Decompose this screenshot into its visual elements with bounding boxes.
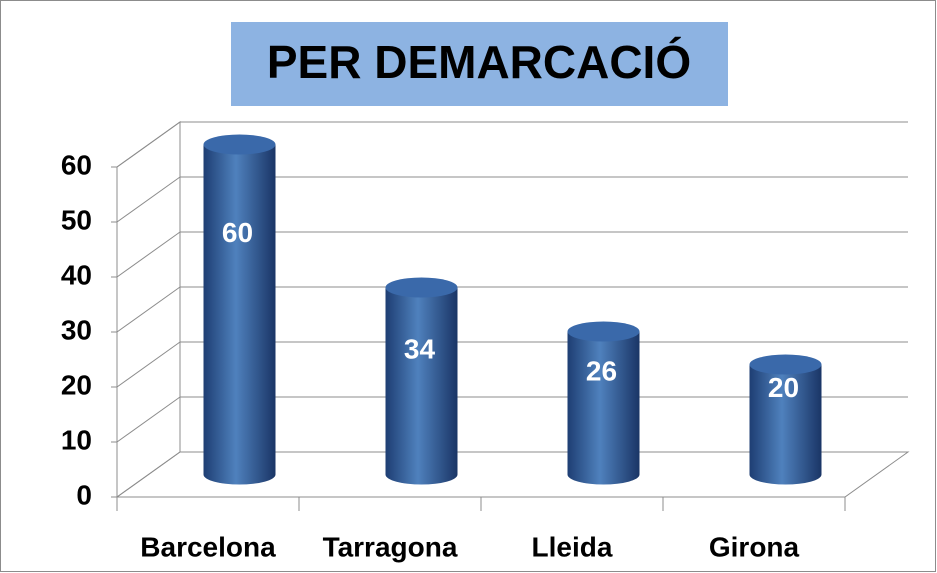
data-label: 26 (586, 355, 617, 386)
bar: 60 (203, 134, 276, 485)
y-tick-label: 0 (76, 479, 92, 510)
grid-line (116, 396, 181, 443)
grid-line (116, 121, 181, 168)
data-label: 34 (404, 333, 436, 364)
bar-body (385, 287, 458, 485)
bar: 34 (385, 277, 458, 485)
bar-body (203, 144, 276, 485)
y-tick-label: 50 (61, 204, 92, 235)
data-label: 20 (768, 372, 799, 403)
y-tick-label: 30 (61, 314, 92, 345)
bar-top (567, 321, 640, 342)
bar-body (567, 331, 640, 485)
x-tick-label: Lleida (532, 531, 613, 562)
data-label: 60 (222, 217, 253, 248)
grid-line (116, 341, 181, 388)
x-tick-label: Tarragona (323, 531, 458, 562)
bar-top (749, 354, 822, 375)
y-tick-label: 40 (61, 259, 92, 290)
x-tick-label: Barcelona (140, 531, 276, 562)
grid-line (116, 451, 181, 498)
grid-line (116, 176, 181, 223)
bar: 20 (749, 354, 822, 485)
chart-title: PER DEMARCACIÓ (267, 36, 691, 88)
bar-body (749, 364, 822, 485)
grid-line (116, 231, 181, 278)
bar-top (203, 134, 276, 155)
bar-top (385, 277, 458, 298)
x-tick-label: Girona (709, 531, 800, 562)
y-tick-label: 10 (61, 424, 92, 455)
bar: 26 (567, 321, 640, 485)
y-tick-label: 60 (61, 149, 92, 180)
grid-line (116, 286, 181, 333)
y-tick-label: 20 (61, 369, 92, 400)
title-box (231, 22, 728, 106)
